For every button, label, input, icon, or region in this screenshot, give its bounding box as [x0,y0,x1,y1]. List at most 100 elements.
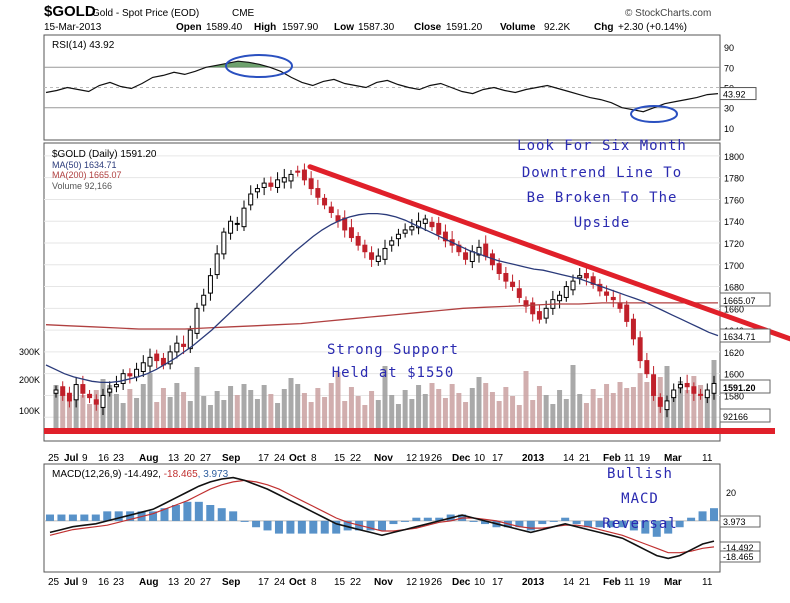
volume-bar [221,400,227,430]
volume-bar [442,398,448,430]
x-axis-label-bottom: Oct [289,577,306,588]
volume-bar [187,401,193,430]
volume-bar [416,385,422,430]
volume-bar [181,392,187,430]
price-tick-label-6: 1680 [724,283,744,293]
macd-histogram-bar [538,520,547,525]
volume-bar [684,390,690,430]
macd-line [49,476,715,560]
price-tick-label-11: 1580 [724,391,744,401]
volume-bar [369,391,375,430]
rsi-overbought-fill [206,61,270,68]
macd-histogram-bar [710,508,718,521]
candle-body [395,233,401,240]
candle-body [87,393,93,399]
x-axis-label: 19 [639,453,651,464]
price-tick-label-3: 1740 [724,217,744,227]
volume-bar [147,373,153,430]
candle-body [691,386,697,394]
candle-body [288,173,294,182]
macd-histogram-bar [46,514,54,521]
x-axis-label-bottom: Nov [374,577,393,588]
volume-bar [704,394,710,430]
ma200-line [45,302,718,330]
open-label: Open [176,22,202,33]
macd-histogram-bar [57,514,66,521]
candle-body [127,373,133,377]
macd-value-tag-label: -14.492 [723,543,754,553]
volume-bar [483,383,489,430]
macd-histogram-bar [435,517,444,521]
x-axis-label: 14 [563,453,575,464]
brand-text: © StockCharts.com [625,8,711,19]
macd-histogram-bar [194,501,203,521]
candle-body [322,197,328,206]
price-value-tag: 1665.07 [719,292,771,307]
volume-bar [610,393,616,430]
candle-body [510,281,516,288]
volume-value: 92.2K [544,22,570,33]
macd-histogram-bar [389,520,398,525]
price-value-tag: 1634.71 [719,328,771,343]
candle-body [610,296,616,301]
macd-annotation-line-1: Bullish [607,466,673,482]
price-tick-label-9: 1620 [724,348,744,358]
volume-bar [382,366,388,430]
price-tick-label-4: 1720 [724,239,744,249]
trend-annotation-line-4: Upside [574,215,631,231]
price-tick-label-7: 1660 [724,304,744,314]
volume-bar [476,377,482,430]
macd-histogram-bar [412,517,421,521]
macd-legend-part-3: , 3.973 [198,469,229,480]
macd-histogram-bar [687,517,696,521]
macd-histogram-bar [320,520,329,534]
x-axis-label-bottom: 8 [311,577,317,588]
volume-bar [617,382,623,430]
candle-body [469,251,475,263]
volume-bar [248,390,254,430]
x-axis-label-bottom: 26 [431,577,443,588]
candle-body [295,170,301,173]
close-value: 1591.20 [446,22,483,33]
x-axis-label: 13 [168,453,180,464]
price-layer [44,163,790,434]
macd-histogram-bar [183,501,192,521]
volume-bar [167,397,173,430]
candle-body [516,288,522,298]
candle-body [436,222,442,235]
volume-tick-label-2: 100K [19,406,40,416]
volume-bar [355,396,361,430]
candle-body [181,343,187,347]
macd-histogram-bar [274,520,283,534]
macd-legend-part-2: -18.465 [164,469,198,480]
macd-histogram-bar [91,514,100,521]
macd-histogram-bar [252,520,261,528]
x-axis-label-bottom: 16 [98,577,110,588]
volume-bar [671,395,677,430]
candle-body [134,368,140,378]
macd-histogram-bar [698,511,707,521]
x-axis-label: Oct [289,453,306,464]
volume-bar [550,404,556,430]
x-axis-label: 12 [406,453,418,464]
volume-bar [570,365,576,430]
volume-bar [60,391,66,430]
downtrend-line [307,164,790,342]
volume-bar [503,387,509,430]
rsi-layer: 907050301043.92 [44,43,757,134]
candle-body [254,188,260,193]
x-axis-label-bottom: 15 [334,577,346,588]
volume-bar [322,397,328,430]
volume-bar [530,400,536,430]
macd-histogram-bar [206,505,215,521]
x-axis-label-bottom: 22 [350,577,362,588]
x-axis-label: 15 [334,453,346,464]
candle-body [221,231,227,255]
volume-layer [53,360,717,430]
chart-symbol: $GOLD [44,3,96,20]
candle-body [113,384,119,388]
volume-bar [113,394,119,430]
x-axis-label: 27 [200,453,212,464]
x-axis-label-bottom: 12 [406,577,418,588]
candle-body [261,182,267,188]
